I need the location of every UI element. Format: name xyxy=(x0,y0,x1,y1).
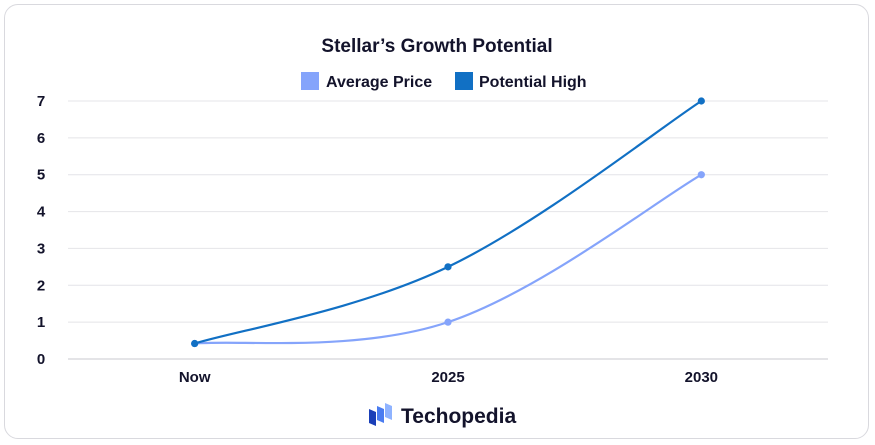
series-line-average-price xyxy=(194,173,702,345)
series-layer xyxy=(191,97,705,348)
y-tick-label: 6 xyxy=(37,130,45,147)
chart-title: Stellar’s Growth Potential xyxy=(321,36,552,57)
data-point-average-price xyxy=(697,171,705,179)
y-tick-label: 4 xyxy=(37,204,46,221)
legend: Average Price Potential High xyxy=(301,72,587,91)
legend-label-potential-high: Potential High xyxy=(479,74,587,91)
logo-mark-middle xyxy=(377,406,384,423)
y-tick-label: 5 xyxy=(37,167,45,184)
y-axis: 0 1 2 3 4 5 6 7 xyxy=(37,93,46,368)
legend-swatch-potential-high xyxy=(455,72,473,90)
x-tick-label: 2025 xyxy=(431,369,464,386)
brand-name: Techopedia xyxy=(401,405,516,428)
y-tick-label: 7 xyxy=(37,93,45,110)
y-tick-label: 2 xyxy=(37,277,45,294)
x-tick-label: 2030 xyxy=(685,369,718,386)
chart-card xyxy=(4,4,869,439)
y-tick-label: 0 xyxy=(37,351,45,368)
x-axis: Now 2025 2030 xyxy=(179,369,718,386)
data-point-average-price xyxy=(444,318,452,326)
techopedia-logo: Techopedia xyxy=(369,403,516,428)
data-point-potential-high xyxy=(191,339,199,348)
x-tick-label: Now xyxy=(179,369,211,386)
data-point-potential-high xyxy=(444,263,452,271)
y-tick-label: 1 xyxy=(37,314,45,331)
legend-swatch-average-price xyxy=(301,72,319,90)
data-point-potential-high xyxy=(697,97,705,105)
logo-mark-right xyxy=(385,403,392,420)
y-tick-label: 3 xyxy=(37,240,45,257)
legend-label-average-price: Average Price xyxy=(326,74,432,91)
logo-mark-left xyxy=(369,409,376,426)
